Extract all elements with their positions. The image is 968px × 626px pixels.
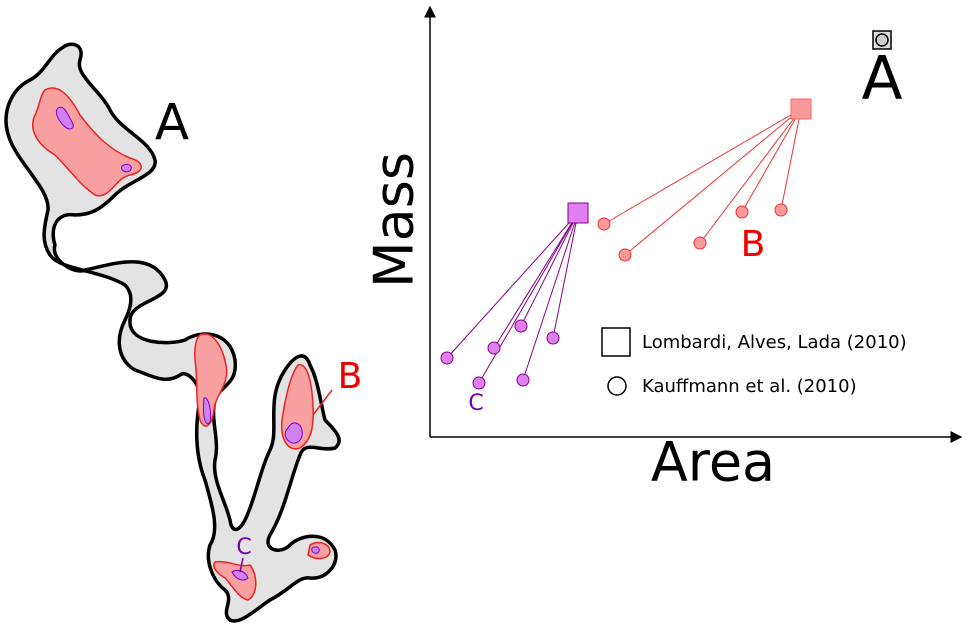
link xyxy=(699,108,802,244)
link xyxy=(603,108,802,225)
link xyxy=(624,108,802,256)
legend-circle xyxy=(607,376,627,396)
core xyxy=(121,163,132,173)
plot-label-a: A xyxy=(861,44,902,114)
circle xyxy=(514,319,528,333)
circle xyxy=(693,236,707,250)
link xyxy=(741,108,802,213)
cloud-map: A B C xyxy=(4,42,363,623)
circles-c xyxy=(440,319,560,390)
icon-circle xyxy=(875,33,889,47)
pointer-c xyxy=(239,557,244,573)
circle xyxy=(440,351,454,365)
circle xyxy=(516,373,530,387)
map-label-c: C xyxy=(236,535,251,560)
circle xyxy=(774,203,788,217)
circle xyxy=(487,341,501,355)
legend-entry: Kauffmann et al. (2010) xyxy=(642,376,857,397)
core xyxy=(231,569,249,581)
link xyxy=(493,212,579,349)
legend-entry: Lombardi, Alves, Lada (2010) xyxy=(642,332,907,353)
link xyxy=(478,212,579,384)
circle xyxy=(546,331,560,345)
circle xyxy=(597,217,611,231)
link xyxy=(522,212,579,381)
core xyxy=(311,546,320,554)
y-axis-label: Mass xyxy=(363,152,426,288)
link xyxy=(520,212,579,327)
links-b xyxy=(603,108,802,256)
map-label-b: B xyxy=(338,356,363,397)
region xyxy=(194,333,228,427)
legend: Lombardi, Alves, Lada (2010) Kauffmann e… xyxy=(601,327,907,397)
link xyxy=(446,212,579,359)
links-c xyxy=(446,212,579,384)
circle xyxy=(618,248,632,262)
mass-area-plot: Mass Area xyxy=(363,5,963,494)
plot-label-b: B xyxy=(741,224,766,265)
circle xyxy=(735,205,749,219)
x-axis-label: Area xyxy=(651,431,775,494)
legend-square xyxy=(601,327,631,357)
core xyxy=(55,106,74,130)
plot-label-c: C xyxy=(468,391,483,416)
circles-b xyxy=(597,203,788,262)
core xyxy=(203,397,211,425)
cores xyxy=(55,106,320,581)
square-c xyxy=(567,202,589,224)
square-b xyxy=(790,98,812,120)
link xyxy=(780,108,802,211)
link xyxy=(552,212,579,339)
circle xyxy=(472,376,486,390)
core xyxy=(284,422,303,444)
pointer-b xyxy=(312,389,333,416)
map-label-a: A xyxy=(155,94,189,152)
